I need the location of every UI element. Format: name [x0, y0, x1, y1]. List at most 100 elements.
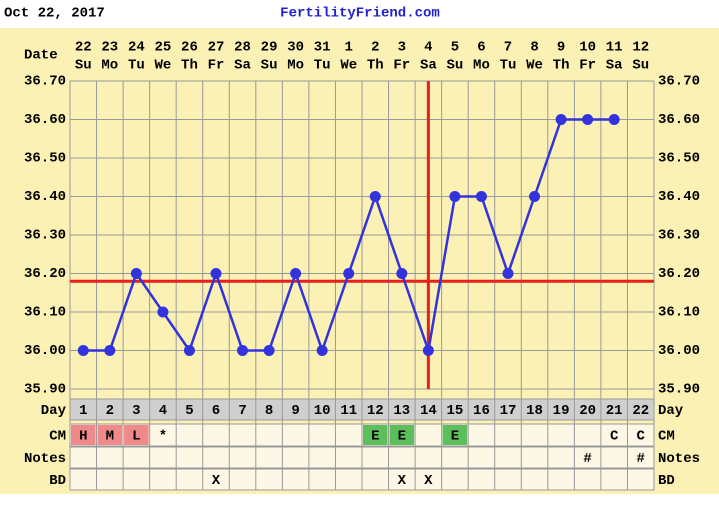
date-label: 22 [75, 40, 92, 56]
day-cell-text: 21 [606, 403, 623, 419]
temperature-point [343, 268, 355, 279]
cm-cell [442, 425, 468, 445]
row-label: Day [41, 403, 67, 419]
date-label: 3 [398, 40, 406, 56]
cm-cell [97, 425, 123, 445]
cm-cell-text: L [132, 429, 140, 445]
temperature-point [210, 268, 222, 279]
weekday-label: Sa [420, 58, 437, 74]
weekday-label: Tu [500, 58, 517, 74]
y-tick-label: 36.00 [24, 343, 66, 359]
weekday-label: Fr [579, 58, 596, 74]
date-label: 30 [287, 40, 304, 56]
weekday-label: We [155, 58, 172, 74]
weekday-label: Mo [101, 58, 118, 74]
cm-cell [389, 425, 415, 445]
weekday-label: Su [75, 58, 92, 74]
day-cell-text: 9 [291, 403, 299, 419]
y-tick-label-right: 36.10 [658, 305, 700, 321]
day-cell-text: 13 [393, 403, 410, 419]
day-cell-text: 12 [367, 403, 384, 419]
date-label: 8 [530, 40, 538, 56]
y-tick-label: 36.30 [24, 228, 66, 244]
cm-cell-text: M [106, 429, 114, 445]
y-tick-label-right: 36.70 [658, 74, 700, 90]
row-label-right: Day [658, 403, 684, 419]
date-label: 6 [477, 40, 485, 56]
temperature-point [369, 191, 381, 202]
temperature-point [449, 191, 461, 202]
cm-cell-text: E [398, 429, 406, 445]
weekday-label: Mo [473, 58, 490, 74]
date-label: 9 [557, 40, 565, 56]
temperature-point [183, 345, 195, 356]
y-tick-label: 36.40 [24, 189, 66, 205]
y-tick-label-right: 36.60 [658, 112, 700, 128]
weekday-label: Mo [287, 58, 304, 74]
cm-cell-text: H [79, 429, 87, 445]
date-label: 5 [451, 40, 459, 56]
y-tick-label-right: 36.30 [658, 228, 700, 244]
y-tick-label-right: 35.90 [658, 382, 700, 398]
day-cell-text: 19 [553, 403, 570, 419]
date-label: 31 [314, 40, 331, 56]
bd-cell-text: X [398, 473, 407, 489]
day-cell-text: 5 [185, 403, 193, 419]
date-label: 1 [345, 40, 353, 56]
y-tick-label-right: 36.20 [658, 266, 700, 282]
temperature-point [290, 268, 302, 279]
row-label-right: BD [658, 473, 675, 489]
day-cell-text: 2 [106, 403, 114, 419]
row-label-right: CM [658, 429, 675, 445]
date-label: 7 [504, 40, 512, 56]
day-cell-text: 6 [212, 403, 220, 419]
temperature-point [555, 114, 567, 125]
weekday-label: Tu [128, 58, 145, 74]
cm-cell-text: E [371, 429, 379, 445]
day-cell-text: 14 [420, 403, 437, 419]
weekday-label: Th [553, 58, 570, 74]
temperature-point [582, 114, 594, 125]
y-tick-label: 36.70 [24, 74, 66, 90]
cm-cell-text: C [610, 429, 619, 445]
bd-cell-text: X [424, 473, 433, 489]
cm-cell-text: E [451, 429, 459, 445]
weekday-label: Th [181, 58, 198, 74]
temperature-point [263, 345, 275, 356]
date-label: 29 [261, 40, 278, 56]
day-cell-text: 8 [265, 403, 273, 419]
row-label: Notes [24, 451, 66, 467]
temperature-point [157, 306, 169, 318]
day-cell-text: 15 [447, 403, 464, 419]
temperature-point [396, 268, 408, 279]
weekday-label: We [340, 58, 357, 74]
weekday-label: Th [367, 58, 384, 74]
date-label: 26 [181, 40, 198, 56]
day-cell-text: 17 [500, 403, 517, 419]
weekday-label: We [526, 58, 543, 74]
date-label: 23 [101, 40, 118, 56]
date-label: 27 [208, 40, 225, 56]
date-label: 25 [155, 40, 172, 56]
row-label: BD [49, 473, 66, 489]
row-label: CM [49, 429, 66, 445]
notes-cell-text: # [583, 451, 591, 467]
row-label-right: Notes [658, 451, 700, 467]
weekday-label: Sa [234, 58, 251, 74]
day-cell-text: 1 [79, 403, 87, 419]
y-tick-label: 35.90 [24, 382, 66, 398]
header-date: Oct 22, 2017 [4, 6, 105, 22]
date-label: 24 [128, 40, 145, 56]
day-cell-text: 11 [340, 403, 357, 419]
weekday-label: Su [632, 58, 649, 74]
y-tick-label-right: 36.40 [658, 189, 700, 205]
y-tick-label-right: 36.00 [658, 343, 700, 359]
y-tick-label: 36.10 [24, 305, 66, 321]
cm-cell [124, 425, 149, 445]
date-label: 2 [371, 40, 379, 56]
date-label: 11 [606, 40, 623, 56]
notes-cell-text: # [637, 451, 645, 467]
date-label: 4 [424, 40, 432, 56]
temperature-point [475, 191, 487, 202]
